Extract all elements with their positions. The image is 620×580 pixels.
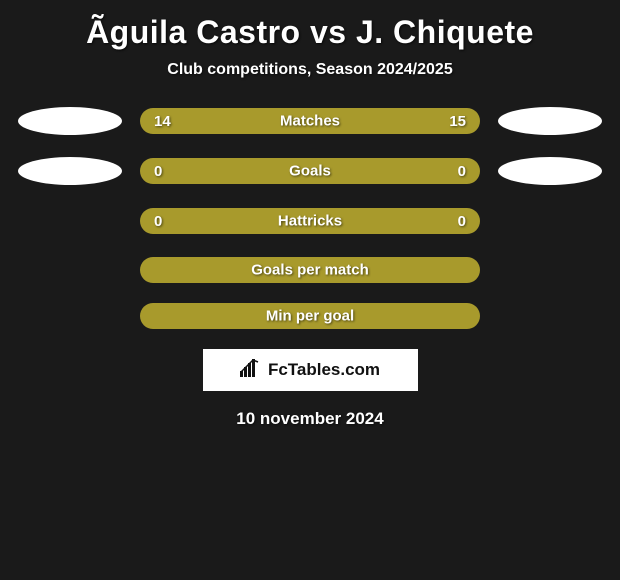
stat-label: Goals xyxy=(289,163,331,180)
date-label: 10 november 2024 xyxy=(0,409,620,429)
stat-right-value: 15 xyxy=(449,113,466,130)
stat-row: 14 15 Matches xyxy=(140,108,480,134)
team-badge-right xyxy=(498,157,602,185)
watermark: FcTables.com xyxy=(203,349,418,391)
stat-label: Hattricks xyxy=(278,213,342,230)
single-stat-row: Min per goal xyxy=(140,303,480,329)
stat-rows-container: 14 15 Matches 0 0 Goals 0 0 Hattricks xyxy=(0,107,620,235)
stat-row: 0 0 Hattricks xyxy=(140,208,480,234)
team-badge-left xyxy=(18,157,122,185)
stat-label: Matches xyxy=(280,113,340,130)
single-stat-label: Min per goal xyxy=(266,308,354,325)
stat-row-wrap: 14 15 Matches xyxy=(0,107,620,135)
watermark-text: FcTables.com xyxy=(268,360,380,380)
stat-row-wrap: 0 0 Goals xyxy=(0,157,620,185)
stat-left-value: 0 xyxy=(154,213,162,230)
page-title: Ãguila Castro vs J. Chiquete xyxy=(0,14,620,51)
single-rows-container: Goals per match Min per goal xyxy=(0,257,620,329)
stat-right-value: 0 xyxy=(458,213,466,230)
comparison-card: Ãguila Castro vs J. Chiquete Club compet… xyxy=(0,0,620,429)
team-badge-right xyxy=(498,107,602,135)
badge-spacer xyxy=(498,207,602,235)
stat-left-value: 14 xyxy=(154,113,171,130)
chart-icon xyxy=(240,359,262,382)
stat-right-value: 0 xyxy=(458,163,466,180)
subtitle: Club competitions, Season 2024/2025 xyxy=(0,61,620,79)
badge-spacer xyxy=(18,207,122,235)
single-stat-label: Goals per match xyxy=(251,262,369,279)
single-stat-row: Goals per match xyxy=(140,257,480,283)
team-badge-left xyxy=(18,107,122,135)
stat-left-value: 0 xyxy=(154,163,162,180)
stat-row: 0 0 Goals xyxy=(140,158,480,184)
stat-row-wrap: 0 0 Hattricks xyxy=(0,207,620,235)
